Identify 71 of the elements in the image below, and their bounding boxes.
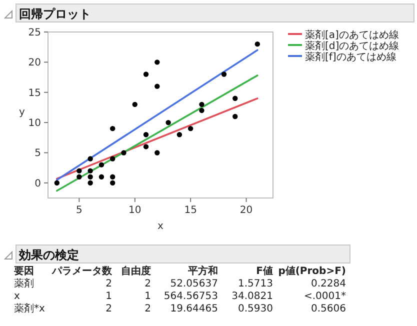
text: 2 (144, 278, 151, 290)
text: 平方和 (187, 265, 218, 277)
point (232, 114, 238, 120)
point (188, 126, 194, 132)
point (143, 144, 149, 150)
text: 34.0821 (232, 291, 273, 302)
y-axis-title: y (19, 107, 26, 118)
point (154, 60, 160, 65)
text: 1 (106, 291, 112, 302)
text: 要因 (13, 266, 34, 277)
text: 0.5930 (238, 304, 273, 314)
text: p値(Prob>F) (278, 265, 346, 277)
text: 0.2284 (311, 278, 346, 290)
point (88, 180, 93, 186)
text: パラメータ数 (51, 265, 113, 277)
y-tick-label: 5 (34, 148, 41, 160)
point (166, 120, 171, 126)
point (132, 102, 138, 108)
text: 薬剤 (14, 278, 34, 290)
point (54, 180, 60, 186)
point (199, 102, 204, 108)
text: 2 (144, 304, 151, 314)
point (143, 72, 149, 77)
x-axis-title: x (158, 221, 164, 232)
point (110, 180, 116, 186)
point (121, 150, 126, 156)
text: F値 (256, 265, 273, 277)
point (154, 84, 160, 89)
point (110, 174, 116, 180)
text: 19.64465 (170, 304, 218, 314)
x-tick-label: 15 (184, 205, 197, 216)
text: <.0001* (304, 291, 346, 302)
point (110, 126, 116, 132)
y-tick-label: 15 (28, 88, 41, 99)
point (221, 72, 227, 77)
point (232, 96, 238, 101)
point (76, 168, 82, 174)
point (88, 168, 93, 174)
text: 自由度 (121, 265, 151, 277)
text: x (14, 291, 20, 302)
point (199, 108, 204, 114)
point (88, 174, 93, 180)
point (98, 162, 104, 168)
text: 0.5606 (311, 304, 346, 314)
text: 1.5713 (238, 278, 273, 290)
text: 564.56753 (164, 291, 218, 302)
point (88, 156, 93, 162)
point (254, 41, 260, 47)
x-tick-label: 10 (128, 205, 142, 216)
point (143, 132, 149, 138)
point (98, 174, 104, 180)
x-tick-label: 5 (76, 205, 82, 216)
y-tick-label: 20 (28, 58, 41, 69)
y-tick-label: 10 (28, 118, 41, 130)
point (110, 156, 116, 162)
text: 2 (106, 278, 112, 290)
x-tick-label: 20 (240, 205, 253, 216)
text: 効果の検定 (18, 248, 79, 262)
point (154, 150, 160, 156)
text: 1 (144, 291, 151, 302)
legend-label: 薬剤[d]のあてはめ線 (305, 40, 400, 52)
y-tick-label: 25 (28, 28, 41, 38)
point (176, 132, 182, 138)
text: 52.05637 (170, 278, 218, 290)
point (76, 174, 82, 180)
legend-label: 薬剤[a]のあてはめ線 (305, 29, 399, 41)
text: 薬剤*x (14, 302, 45, 314)
legend-label: 薬剤[f]のあてはめ線 (305, 51, 396, 63)
text: 2 (106, 304, 112, 314)
chart-title: 回帰プロット (19, 7, 91, 21)
y-tick-label: 0 (34, 178, 41, 190)
